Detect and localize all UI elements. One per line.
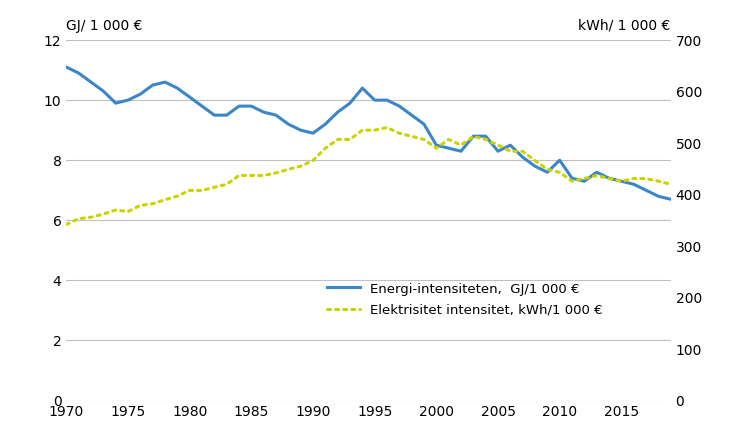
Text: GJ/ 1 000 €: GJ/ 1 000 €	[66, 19, 143, 33]
Legend: Energi-intensiteten,  GJ/1 000 €, Elektrisitet intensitet, kWh/1 000 €: Energi-intensiteten, GJ/1 000 €, Elektri…	[326, 282, 603, 317]
Text: kWh/ 1 000 €: kWh/ 1 000 €	[579, 19, 671, 33]
